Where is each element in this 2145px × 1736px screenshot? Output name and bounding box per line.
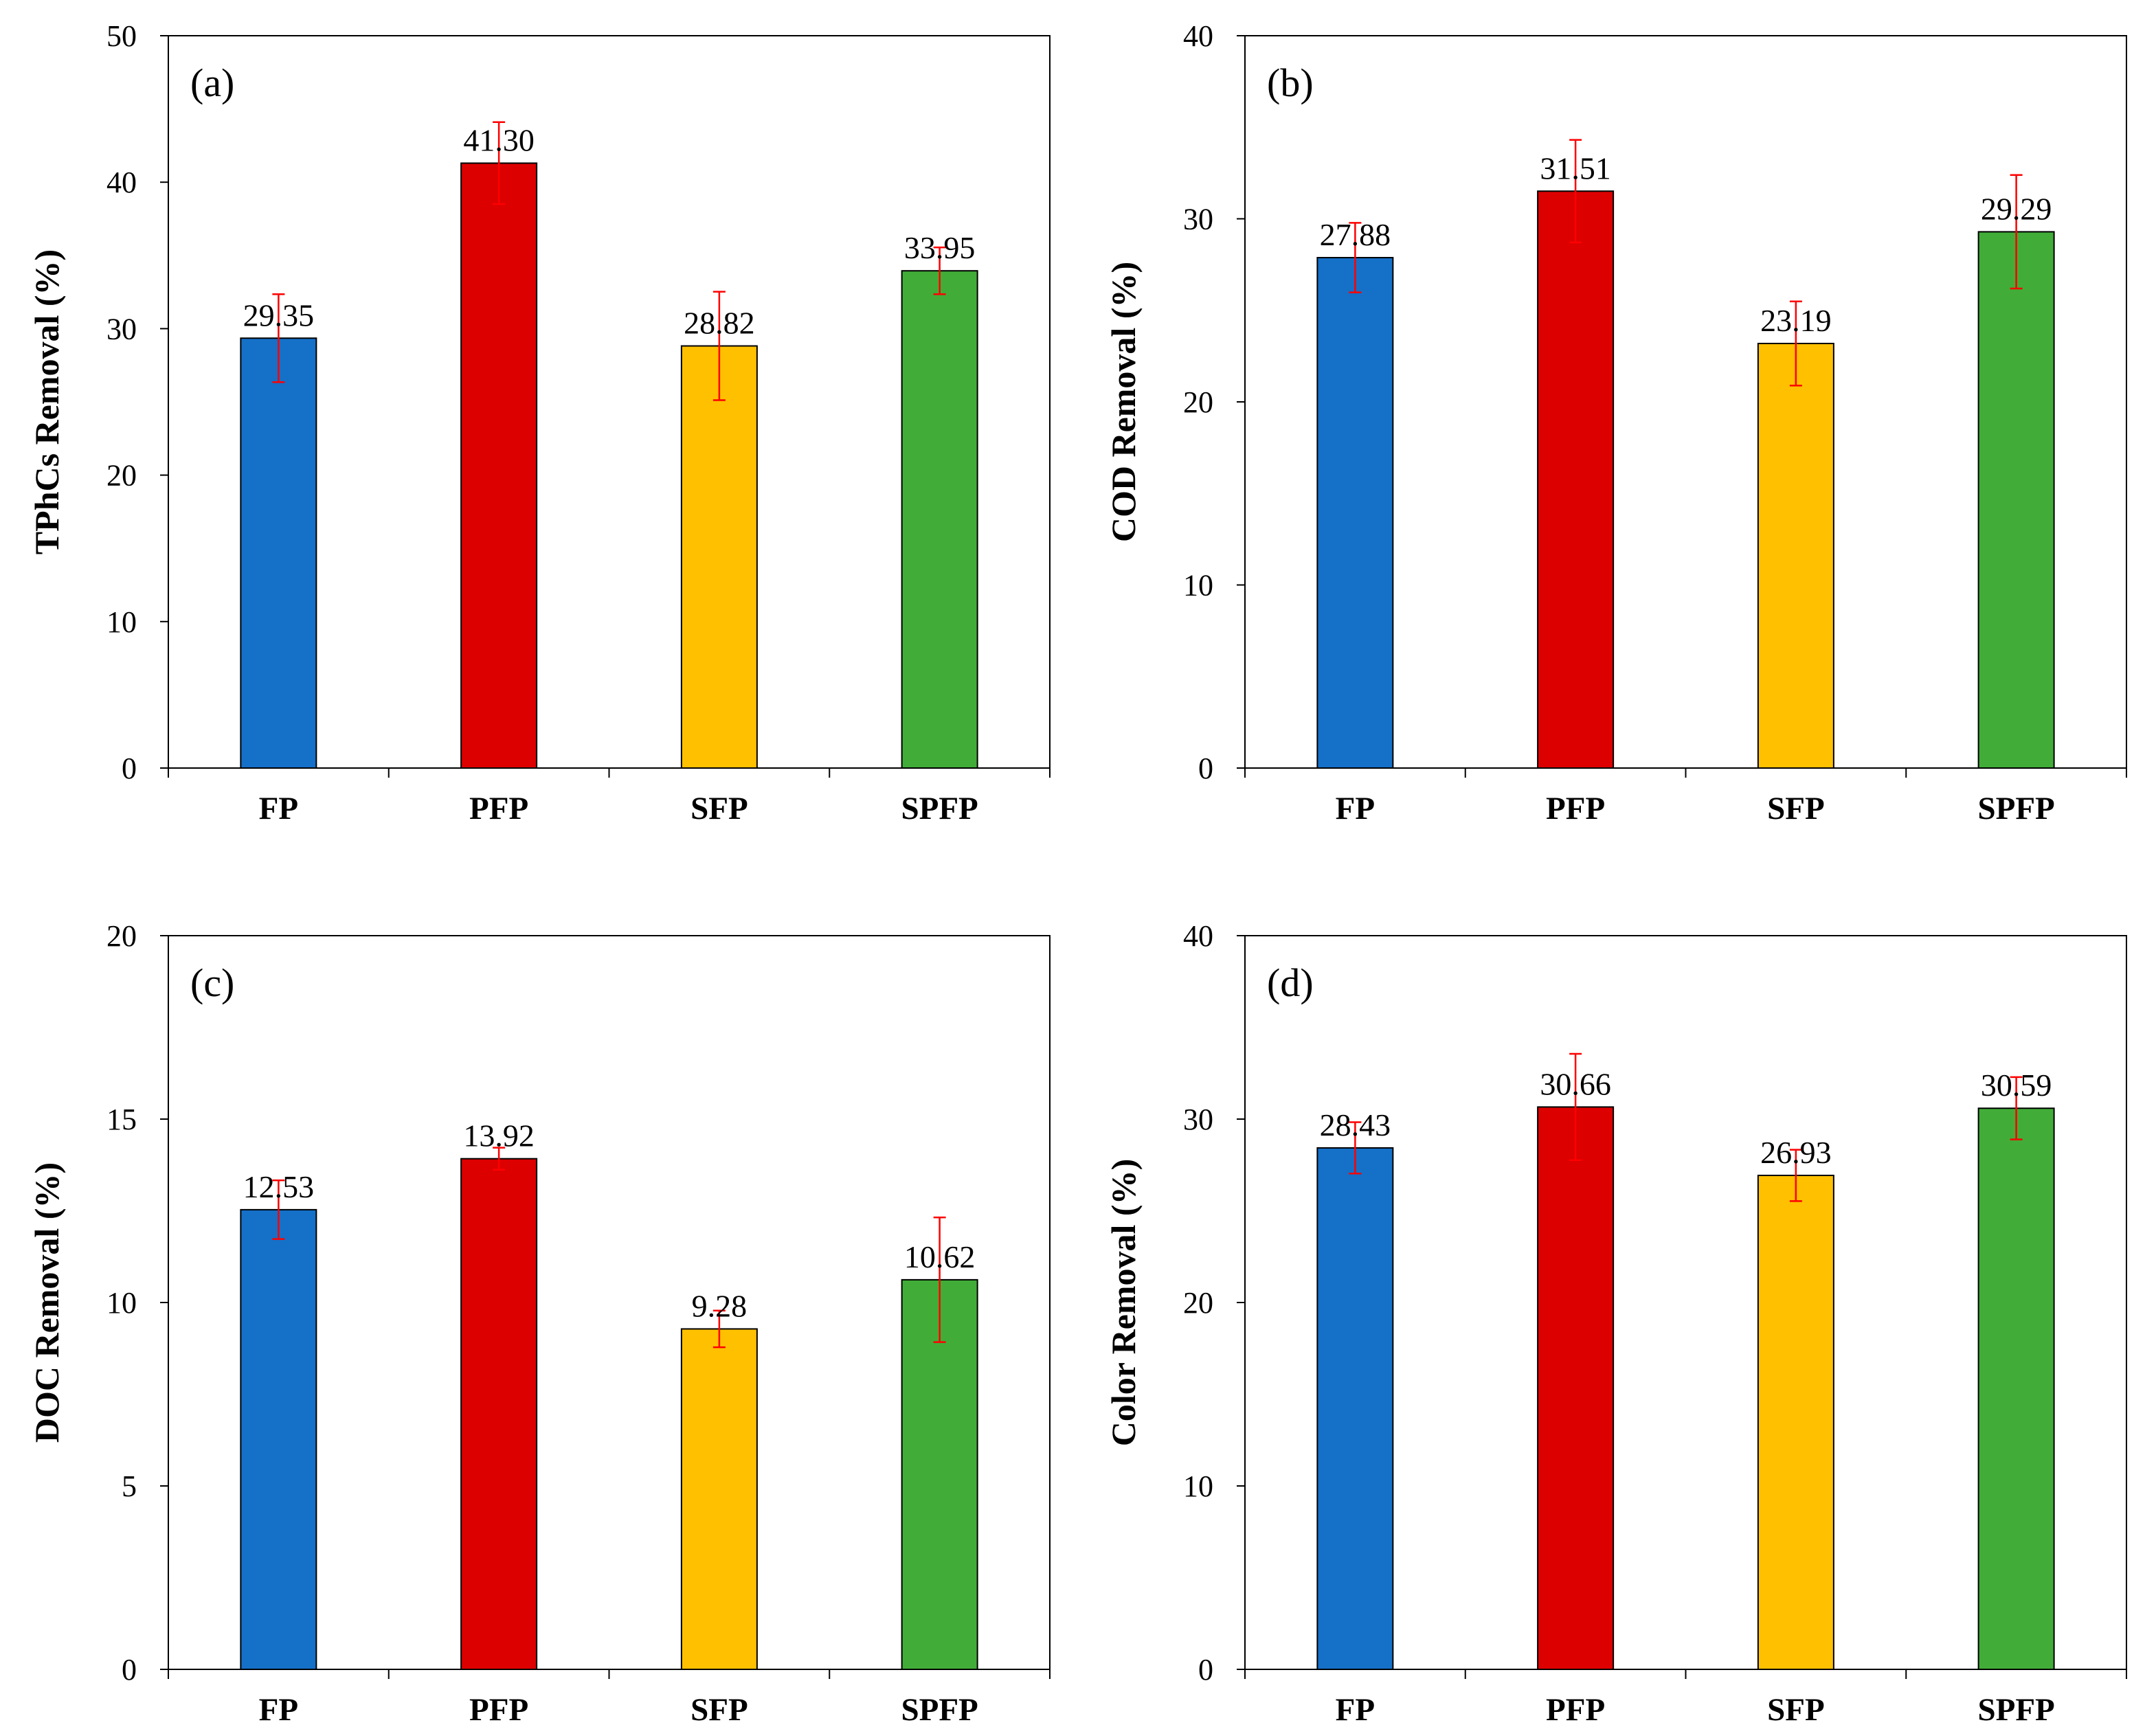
- data-label: 28.82: [684, 306, 755, 341]
- y-tick-label: 40: [1183, 919, 1213, 953]
- bar-pfp: [460, 162, 538, 769]
- chart-panel-c: 0 5 10 15 20 DOC Removal (%) (c) 12.53 FP 13.92 PF…: [27, 919, 1051, 1728]
- data-label: 31.51: [1540, 150, 1611, 185]
- chart-panel-b: 0 10 20 30 40 COD Removal (%) (b) 27.88 FP 31.51 P…: [1104, 19, 2127, 826]
- y-tick-label: 10: [1183, 569, 1213, 602]
- data-label: 26.93: [1760, 1135, 1832, 1170]
- category-label-fp: FP: [259, 791, 298, 826]
- y-tick-label: 30: [1183, 203, 1213, 236]
- category-label-fp: FP: [259, 1692, 298, 1728]
- category-label-sfp: SFP: [1767, 791, 1825, 826]
- bar-fp: [240, 1208, 317, 1670]
- category-label-fp: FP: [1336, 791, 1375, 826]
- data-label: 30.66: [1540, 1066, 1611, 1101]
- data-label: 30.59: [1981, 1068, 2052, 1103]
- category-label-spfp: SPFP: [901, 791, 978, 826]
- bar-sfp: [680, 1328, 758, 1670]
- y-tick-label: 0: [122, 752, 137, 785]
- data-label: 29.35: [243, 297, 315, 332]
- y-tick-label: 50: [106, 19, 137, 53]
- category-label-sfp: SFP: [690, 1692, 748, 1728]
- y-tick-label: 20: [1183, 1286, 1213, 1320]
- bar-fp: [1316, 256, 1394, 769]
- bar-spfp: [901, 1278, 978, 1670]
- bar-spfp: [901, 270, 978, 769]
- data-label: 27.88: [1320, 217, 1391, 252]
- category-label-pfp: PFP: [469, 1692, 528, 1728]
- bar-sfp: [1757, 1174, 1834, 1670]
- data-label: 13.92: [463, 1118, 535, 1153]
- panel-label: (c): [190, 960, 234, 1005]
- y-tick-label: 40: [1183, 19, 1213, 53]
- y-tick-label: 10: [106, 605, 137, 639]
- chart-panel-a: 0 10 20 30 40 50 TPhCs Removal (%) (a) 29.35 FP 41…: [27, 19, 1051, 826]
- y-tick-label: 20: [1183, 385, 1213, 419]
- panel-label: (d): [1267, 960, 1314, 1005]
- y-tick-label: 5: [122, 1469, 137, 1503]
- bar-sfp: [680, 345, 758, 769]
- data-label: 9.28: [692, 1288, 748, 1323]
- data-label: 41.30: [463, 122, 535, 157]
- y-axis-title: COD Removal (%): [1104, 262, 1143, 542]
- category-label-sfp: SFP: [690, 791, 748, 826]
- category-label-pfp: PFP: [1546, 1692, 1605, 1728]
- y-tick-label: 20: [106, 459, 137, 493]
- data-label: 28.43: [1320, 1107, 1391, 1142]
- y-tick-label: 10: [1183, 1469, 1213, 1503]
- data-label: 10.62: [904, 1239, 976, 1274]
- y-tick-label: 0: [1198, 752, 1213, 785]
- chart-panel-d: 0 10 20 30 40 Color Removal (%) (d) 28.43 FP 30.6…: [1104, 919, 2127, 1728]
- data-label: 29.29: [1981, 191, 2052, 226]
- y-axis-title: DOC Removal (%): [27, 1162, 66, 1443]
- bar-sfp: [1757, 342, 1834, 769]
- y-axis-title: Color Removal (%): [1104, 1159, 1143, 1446]
- y-tick-label: 15: [106, 1103, 137, 1136]
- category-label-pfp: PFP: [1546, 791, 1605, 826]
- category-label-spfp: SPFP: [901, 1692, 978, 1728]
- y-tick-label: 0: [122, 1653, 137, 1687]
- bar-fp: [240, 337, 317, 769]
- data-label: 12.53: [243, 1169, 315, 1204]
- category-label-pfp: PFP: [469, 791, 528, 826]
- panel-label: (a): [190, 60, 234, 105]
- category-label-fp: FP: [1336, 1692, 1375, 1728]
- category-label-sfp: SFP: [1767, 1692, 1825, 1728]
- panel-label: (b): [1267, 60, 1314, 105]
- y-tick-label: 10: [106, 1286, 137, 1320]
- bar-pfp: [460, 1158, 538, 1670]
- category-label-spfp: SPFP: [1977, 791, 2054, 826]
- bar-spfp: [1977, 1107, 2055, 1670]
- data-label: 33.95: [904, 230, 976, 265]
- y-tick-label: 20: [106, 919, 137, 953]
- bar-pfp: [1537, 1106, 1615, 1671]
- y-tick-label: 0: [1198, 1653, 1213, 1687]
- y-tick-label: 30: [1183, 1103, 1213, 1136]
- category-label-spfp: SPFP: [1977, 1692, 2054, 1728]
- bar-pfp: [1537, 190, 1615, 769]
- bar-spfp: [1977, 231, 2055, 769]
- y-tick-label: 40: [106, 166, 137, 199]
- y-axis-title: TPhCs Removal (%): [27, 249, 66, 554]
- data-label: 23.19: [1760, 303, 1832, 338]
- bar-fp: [1316, 1147, 1394, 1670]
- y-tick-label: 30: [106, 312, 137, 346]
